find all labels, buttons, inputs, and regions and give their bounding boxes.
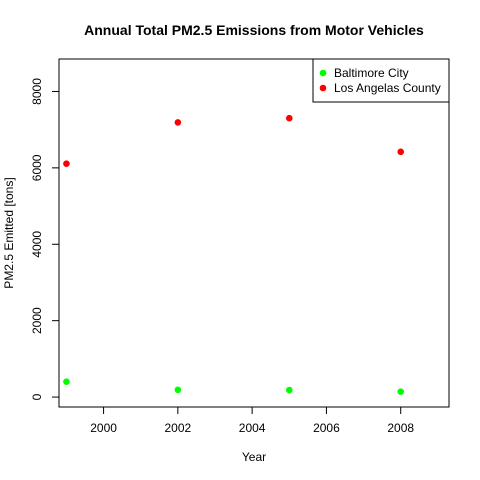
point-los-angelas-county [63,160,70,167]
legend-label-los-angelas: Los Angelas County [334,81,441,95]
y-tick-label: 4000 [30,231,44,258]
legend-box [312,58,450,103]
legend-marker-los-angelas [319,84,327,92]
chart-title: Annual Total PM2.5 Emissions from Motor … [84,22,424,38]
y-axis-label: PM2.5 Emitted [tons] [2,177,16,288]
x-axis: 2000 2002 2004 2006 2008 [90,406,414,435]
point-baltimore-city [63,378,70,385]
y-axis: 0 2000 4000 6000 8000 [30,78,60,400]
point-los-angelas-county [285,114,293,122]
x-tick-label: 2008 [387,421,414,435]
x-tick-label: 2006 [313,421,340,435]
x-axis-label: Year [242,450,266,464]
legend: Baltimore City Los Angelas County [312,58,450,103]
y-tick-label: 0 [30,393,44,400]
point-baltimore-city [397,388,405,396]
point-los-angelas-county [397,148,405,156]
legend-label-baltimore: Baltimore City [334,66,409,80]
legend-marker-baltimore [319,69,327,77]
x-tick-label: 2000 [90,421,117,435]
x-tick-label: 2002 [165,421,192,435]
point-los-angelas-county [174,119,182,126]
point-baltimore-city [174,386,182,394]
y-tick-label: 6000 [30,154,44,181]
x-tick-label: 2004 [239,421,266,435]
y-tick-label: 2000 [30,307,44,334]
y-tick-label: 8000 [30,78,44,105]
point-baltimore-city [285,386,293,394]
data-points [63,114,405,396]
